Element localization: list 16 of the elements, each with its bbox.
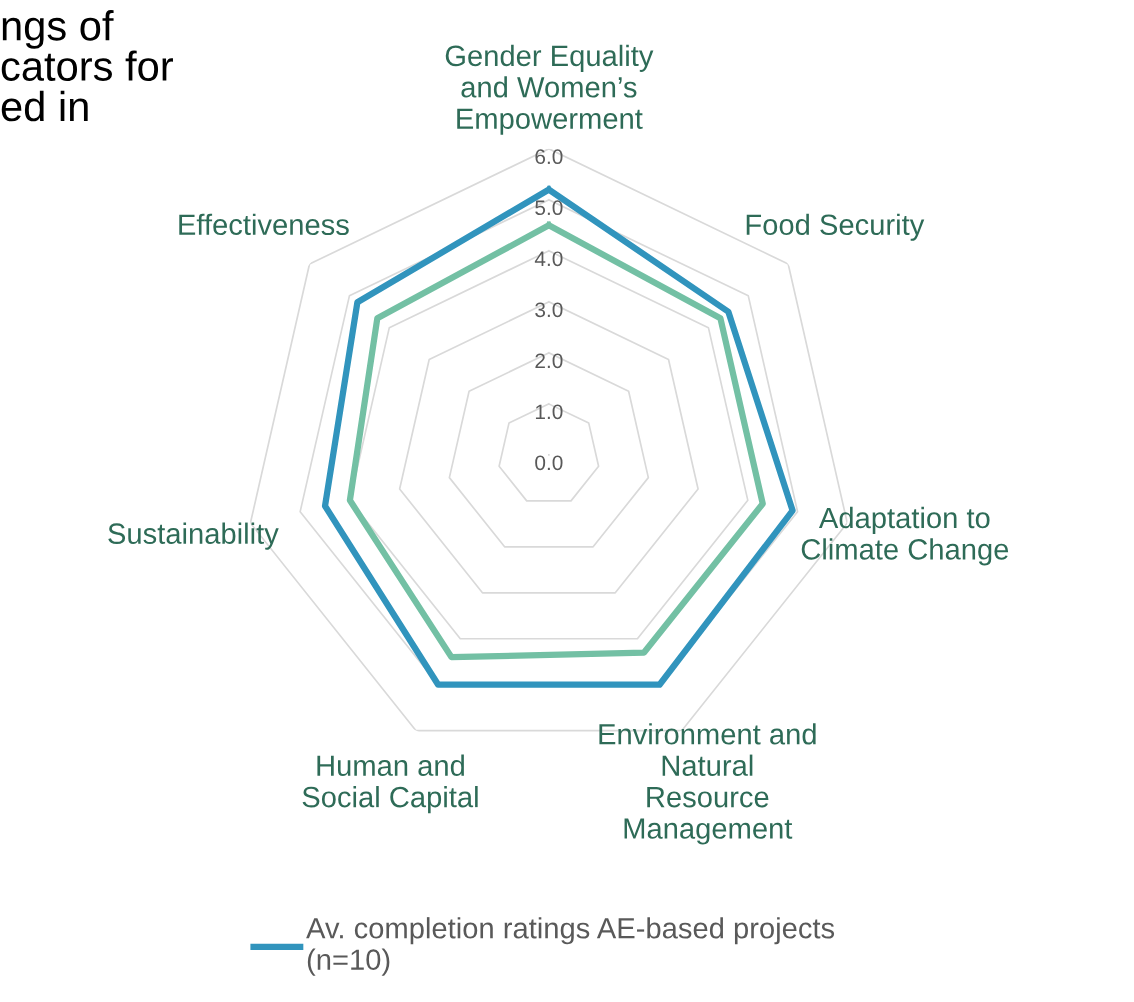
y-tick-label: 6.0	[535, 149, 563, 165]
spoke-label: Food Security	[746, 213, 925, 241]
spoke-label: Environment and Natural Resource Management	[599, 723, 816, 845]
y-tick-label: 2.0	[535, 353, 563, 369]
y-tick-label: 0.0	[535, 455, 563, 471]
spoke-label: Adaptation to Climate Change	[801, 506, 1009, 566]
text: ngs of cators for ed in	[1, 10, 173, 122]
spoke-label: Effectiveness	[179, 213, 349, 236]
spoke-label: Sustainability	[108, 522, 279, 550]
spoke-label: Human and Social Capital	[302, 754, 478, 814]
legend-label: Av. completion ratings AE-based projects (n=10)	[306, 917, 835, 976]
y-tick-label: 5.0	[535, 200, 563, 216]
y-tick-label: 1.0	[535, 404, 563, 420]
spoke-label: Gender Equality and Women’s Empowerment	[445, 44, 654, 135]
y-tick-label: 4.0	[534, 251, 563, 267]
y-tick-label: 3.0	[535, 302, 563, 318]
